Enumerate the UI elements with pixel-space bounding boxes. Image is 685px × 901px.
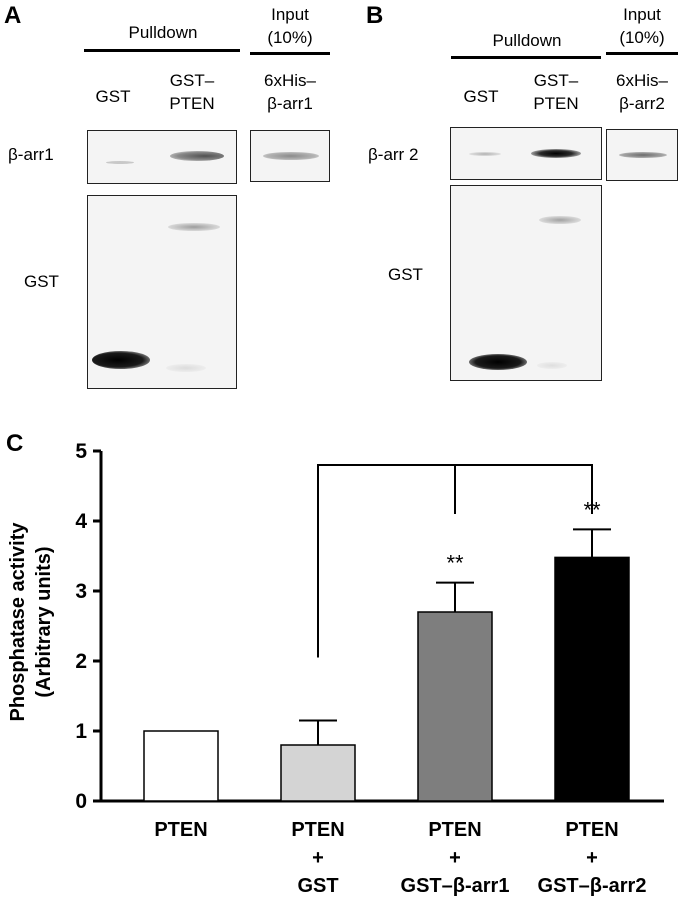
band <box>170 151 224 161</box>
panel-a-lane-input-1: 6xHis– <box>264 71 316 90</box>
panel-b-pulldown-label: Pulldown <box>492 31 562 50</box>
y-tick-label: 2 <box>75 650 87 673</box>
y-tick-label: 0 <box>75 790 87 813</box>
y-tick-label: 1 <box>75 720 87 743</box>
band <box>106 161 134 164</box>
y-tick-label: 5 <box>75 440 87 463</box>
x-category-label: PTEN <box>291 819 344 841</box>
panel-a-blot-arr1-pulldown <box>87 130 237 184</box>
panel-b-lane-input-1: 6xHis– <box>616 71 668 90</box>
panel-b-pulldown-rule <box>451 56 601 59</box>
panel-a-pulldown-label: Pulldown <box>128 23 198 42</box>
panel-a-row-top-label: β-arr1 <box>8 145 54 164</box>
panel-b-lane-gstpten-1: GST– <box>533 71 579 90</box>
bar <box>417 611 493 802</box>
x-category-label: GST <box>297 875 338 897</box>
band <box>166 364 206 372</box>
band <box>537 362 567 369</box>
band <box>168 223 220 231</box>
panel-b-letter: B <box>366 2 384 29</box>
panel-a-input-label-2: (10%) <box>267 28 313 47</box>
panel-a-letter: A <box>4 2 22 29</box>
panel-a-lane-gstpten-1: GST– <box>169 71 215 90</box>
x-category-label: PTEN <box>565 819 618 841</box>
panel-a-lane-input-2: β-arr1 <box>267 94 313 113</box>
x-category-label: GST–β-arr2 <box>538 875 647 897</box>
panel-c-letter: C <box>6 430 24 457</box>
panel-b-input-label-1: Input <box>623 5 661 24</box>
x-category-label: + <box>586 847 598 869</box>
x-category-label: + <box>312 847 324 869</box>
panel-b-lane-input-2: β-arr2 <box>619 94 665 113</box>
panel-b-lane-gstpten-2: PTEN <box>533 94 579 113</box>
band <box>92 351 150 369</box>
panel-b-blot-arr2-input <box>606 129 678 181</box>
x-category-label: GST–β-arr1 <box>401 875 510 897</box>
x-category-label: PTEN <box>154 819 207 841</box>
bar <box>554 556 630 802</box>
bar <box>280 744 356 802</box>
panel-a-blot-arr1-input <box>250 130 330 182</box>
band <box>469 354 527 370</box>
band <box>263 152 319 160</box>
panel-b-row-top-label: β-arr 2 <box>368 145 419 164</box>
panel-b-input-rule <box>606 52 678 55</box>
panel-a-lane-gst: GST <box>95 87 131 106</box>
panel-a-input-label-1: Input <box>271 5 309 24</box>
x-category-label: + <box>449 847 461 869</box>
x-category-label: PTEN <box>428 819 481 841</box>
band <box>619 152 667 158</box>
y-axis-label-line1: Phosphatase activity <box>7 522 29 722</box>
panel-b-blot-arr2-pulldown <box>450 127 602 180</box>
panel-b-lane-gst: GST <box>463 87 499 106</box>
panel-a-blot-gst <box>87 195 237 389</box>
band <box>469 152 501 156</box>
panel-a-input-rule <box>250 52 330 55</box>
y-tick-label: 4 <box>75 510 87 533</box>
panel-a-row-bottom-label: GST <box>24 272 59 291</box>
panel-a-lane-gstpten-2: PTEN <box>169 94 215 113</box>
bar <box>143 730 219 802</box>
band <box>539 216 581 224</box>
panel-b-row-bottom-label: GST <box>388 265 423 284</box>
y-axis-label-line2: (Arbitrary units) <box>33 546 55 697</box>
significance-marker: ** <box>446 551 464 576</box>
panel-b-blot-gst <box>450 185 602 381</box>
y-tick-label: 3 <box>75 580 87 603</box>
panel-a-pulldown-rule <box>84 49 240 52</box>
panel-b-input-label-2: (10%) <box>619 28 665 47</box>
band <box>531 149 581 158</box>
